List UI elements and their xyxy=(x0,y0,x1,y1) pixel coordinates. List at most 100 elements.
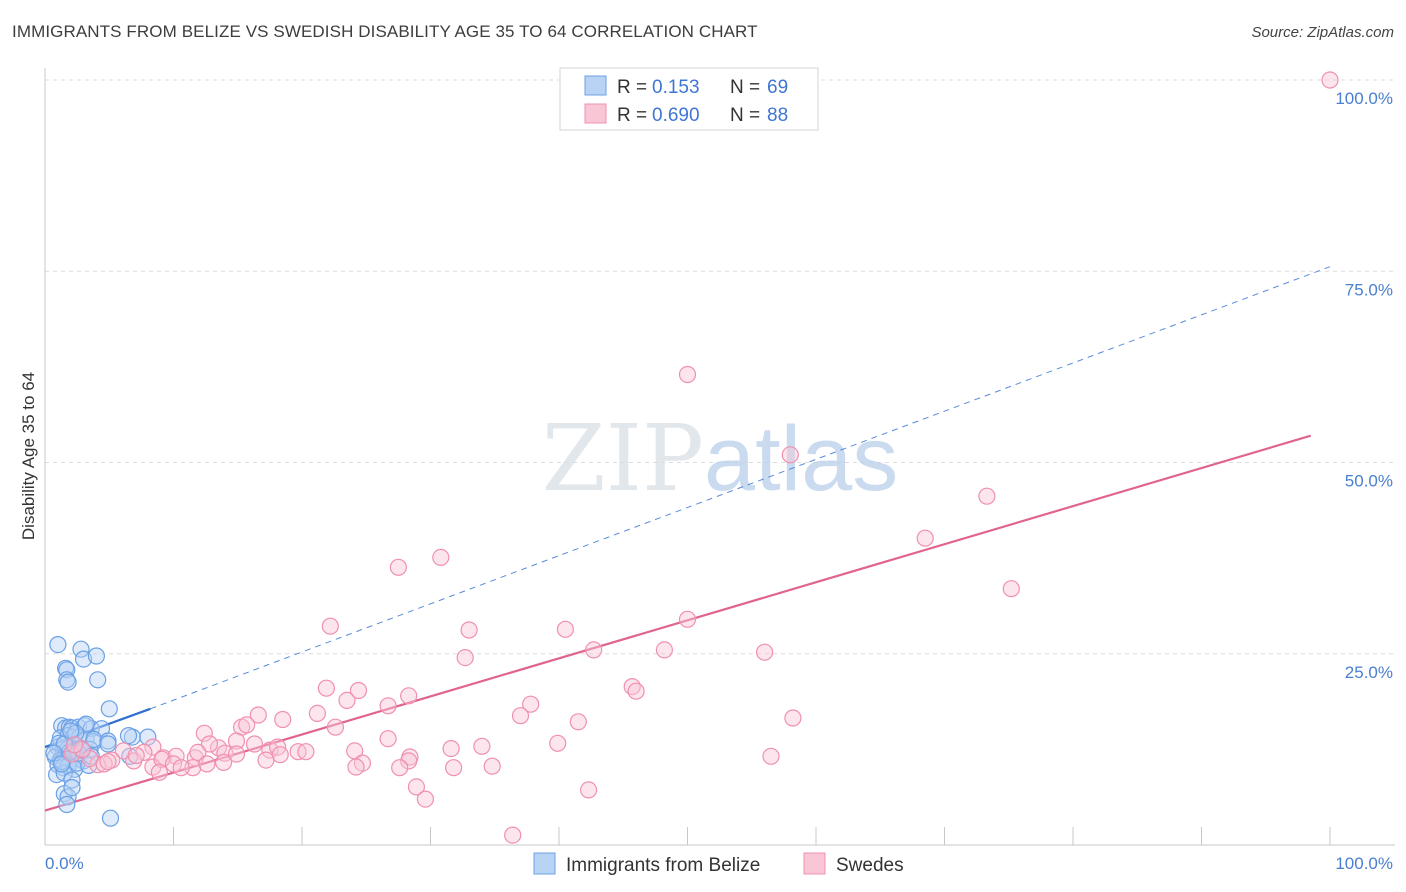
swedes-point xyxy=(326,718,344,736)
swedes-point xyxy=(655,641,674,659)
series-swatch-swedes xyxy=(803,852,826,875)
legend-r-value: 0.690 xyxy=(652,105,700,126)
swedes-point xyxy=(678,365,697,384)
swedes-point xyxy=(99,752,117,771)
legend-n-label: N = xyxy=(730,105,760,126)
swedes-point xyxy=(249,706,267,724)
swedes-point xyxy=(338,691,356,710)
swedes-point xyxy=(379,730,397,748)
swedes-point xyxy=(274,710,292,729)
swedes-point xyxy=(308,704,326,723)
swedes-point xyxy=(445,759,463,777)
belize-point xyxy=(89,671,107,689)
series-label-swedes: Swedes xyxy=(836,855,904,876)
swedes-point xyxy=(391,759,409,777)
swedes-point xyxy=(755,643,774,661)
chart-title: IMMIGRANTS FROM BELIZE VS SWEDISH DISABI… xyxy=(12,22,758,41)
swedes-point xyxy=(400,752,418,770)
swedes-point xyxy=(762,747,780,765)
swedes-point xyxy=(127,746,145,765)
watermark: ZIPatlas xyxy=(542,405,899,512)
swedes-point xyxy=(349,681,368,700)
belize-point xyxy=(100,700,118,718)
belize-point xyxy=(58,795,76,814)
legend-r-value: 0.153 xyxy=(652,77,700,98)
gridlines xyxy=(45,79,1395,655)
belize-point xyxy=(74,650,93,668)
swedes-point xyxy=(627,682,645,700)
swedes-point xyxy=(144,738,162,756)
swedes-point xyxy=(456,648,474,667)
legend: R = 0.153 N = 69 R = 0.690 N = 88 xyxy=(559,67,819,131)
y-tick-labels: 25.0% 50.0% 75.0% 100.0% xyxy=(1335,89,1393,682)
legend-n-label: N = xyxy=(730,77,760,98)
belize-point xyxy=(82,720,100,738)
belize-point xyxy=(99,735,117,753)
series-label-belize: Immigrants from Belize xyxy=(566,855,760,876)
x-tick-labels: 0.0% 100.0% xyxy=(45,854,1393,873)
belize-point xyxy=(59,673,77,691)
swedes-point xyxy=(195,724,213,742)
swedes-point xyxy=(442,739,460,758)
swedes-point xyxy=(317,679,335,697)
swedes-point xyxy=(198,755,216,773)
belize-point xyxy=(63,778,81,797)
belize-point xyxy=(87,647,106,665)
swedes-point xyxy=(227,732,246,750)
series-legend: Immigrants from Belize Swedes xyxy=(533,852,904,876)
chart-source: Source: ZipAtlas.com xyxy=(1251,24,1394,41)
swedes-point xyxy=(150,763,168,781)
swedes-point xyxy=(784,709,802,727)
belize-point xyxy=(72,640,90,658)
swedes-point xyxy=(114,742,133,760)
swedes-point xyxy=(460,621,478,639)
swedes-point xyxy=(569,713,587,731)
swedes-point xyxy=(473,737,491,755)
swedes-point xyxy=(678,610,697,628)
swedes-point xyxy=(522,695,540,713)
data-points xyxy=(45,71,1339,844)
swedes-point xyxy=(379,697,397,715)
legend-swatch-swedes xyxy=(584,103,607,124)
x-tick-label-max: 100.0% xyxy=(1335,854,1393,873)
legend-r-label: R = xyxy=(617,105,647,126)
swedes-point xyxy=(781,446,799,464)
swedes-point xyxy=(172,759,190,777)
swedes-point xyxy=(579,781,598,799)
legend-n-value: 69 xyxy=(767,77,788,98)
swedes-point xyxy=(238,716,256,734)
legend-n-value: 88 xyxy=(767,105,788,126)
swedes-point xyxy=(549,734,567,752)
swedes-point xyxy=(245,735,264,753)
swedes-trend-line xyxy=(44,434,1312,812)
legend-swatch-belize xyxy=(584,75,607,96)
y-axis-label: Disability Age 35 to 64 xyxy=(19,372,38,540)
swedes-point xyxy=(200,735,219,753)
y-tick-label: 100.0% xyxy=(1335,89,1393,108)
swedes-point xyxy=(347,758,365,776)
y-tick-label: 25.0% xyxy=(1345,663,1393,682)
belize-point xyxy=(53,755,71,773)
swedes-point xyxy=(400,687,418,705)
swedes-point xyxy=(916,529,934,547)
swedes-point xyxy=(257,751,275,769)
belize-point xyxy=(62,722,80,740)
y-tick-label: 50.0% xyxy=(1345,472,1393,491)
legend-r-label: R = xyxy=(617,77,647,98)
swedes-point xyxy=(483,757,501,775)
swedes-point xyxy=(1002,580,1020,598)
belize-point xyxy=(119,726,138,745)
swedes-point xyxy=(556,620,575,638)
swedes-point xyxy=(504,826,522,844)
swedes-point xyxy=(407,778,425,796)
belize-point xyxy=(49,635,67,654)
swedes-point xyxy=(215,753,233,772)
swedes-point xyxy=(416,790,434,808)
swedes-point xyxy=(389,558,407,576)
swedes-point xyxy=(1321,71,1339,89)
series-swatch-belize xyxy=(533,852,556,875)
belize-point xyxy=(58,661,76,679)
axes xyxy=(44,68,1395,846)
swedes-point xyxy=(271,746,289,764)
